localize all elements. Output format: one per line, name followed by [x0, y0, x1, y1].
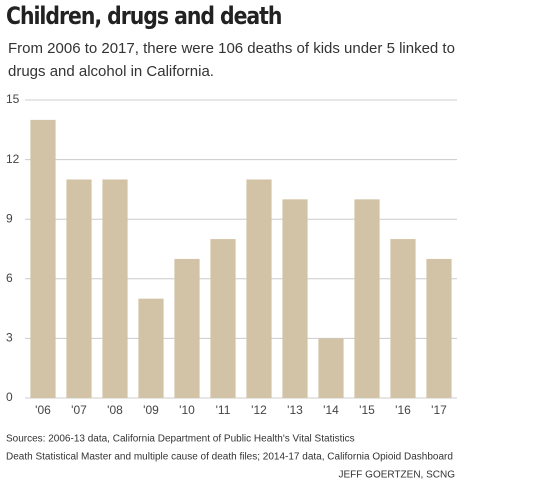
bar	[282, 199, 308, 398]
x-tick-label: '06	[35, 403, 51, 417]
y-tick-label: 0	[6, 390, 13, 404]
credit: JEFF GOERTZEN, SCNG	[339, 470, 456, 481]
y-tick-label: 9	[6, 211, 13, 225]
chart-subtitle: From 2006 to 2017, there were 106 deaths…	[8, 40, 455, 80]
bar	[354, 199, 380, 398]
y-tick-label: 12	[6, 152, 20, 166]
bar	[246, 179, 272, 398]
bar	[210, 239, 236, 398]
source-line: Sources: 2006-13 data, California Depart…	[6, 434, 355, 445]
bar	[390, 239, 416, 398]
bar	[30, 119, 56, 398]
bar	[102, 179, 128, 398]
x-tick-label: '13	[287, 403, 303, 417]
y-tick-label: 6	[6, 271, 13, 285]
bar	[318, 338, 344, 398]
x-tick-label: '08	[107, 403, 123, 417]
bar	[66, 179, 92, 398]
bar	[138, 298, 164, 398]
x-tick-label: '14	[323, 403, 339, 417]
x-tick-label: '12	[251, 403, 267, 417]
x-tick-label: '09	[143, 403, 159, 417]
source-line: Death Statistical Master and multiple ca…	[6, 452, 453, 463]
x-tick-label: '15	[359, 403, 375, 417]
x-tick-label: '07	[71, 403, 87, 417]
bar	[174, 258, 200, 398]
bar	[426, 258, 452, 398]
y-tick-label: 15	[6, 92, 20, 106]
x-tick-label: '11	[216, 403, 231, 417]
chart-title: Children, drugs and death	[6, 2, 282, 30]
x-tick-label: '17	[431, 403, 447, 417]
x-tick-label: '16	[395, 403, 411, 417]
y-tick-label: 3	[6, 331, 13, 345]
x-tick-label: '10	[179, 403, 195, 417]
